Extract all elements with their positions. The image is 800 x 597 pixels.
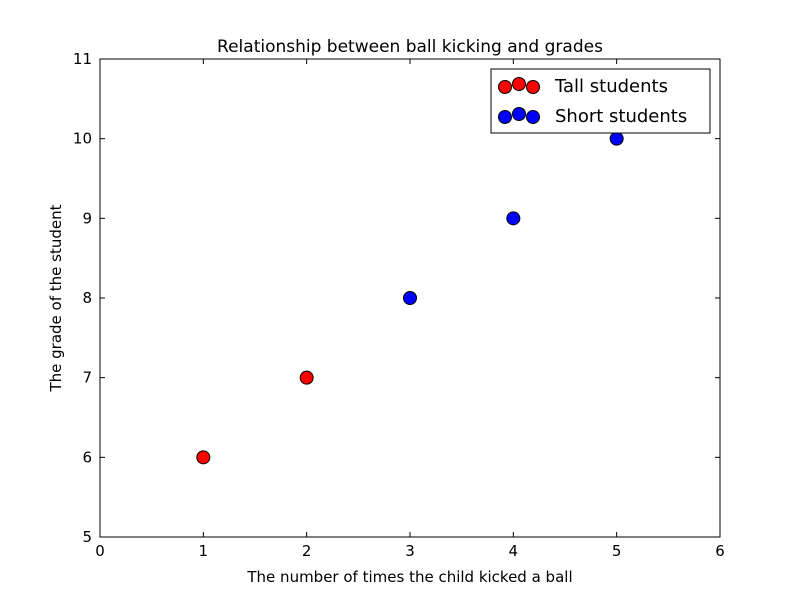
x-tick-label: 4 — [509, 542, 519, 560]
x-tick-label: 5 — [612, 542, 622, 560]
plot-area: 0 1 2 3 4 5 6 5 6 7 8 9 10 11 Tall students Short stude… — [73, 50, 725, 560]
legend: Tall students Short students — [490, 68, 711, 134]
legend-marker — [512, 107, 526, 121]
legend-marker — [498, 80, 512, 94]
x-axis-label: The number of times the child kicked a b… — [246, 568, 572, 586]
data-point-short — [506, 211, 521, 226]
y-tick-label: 10 — [73, 130, 92, 148]
chart-title: Relationship between ball kicking and gr… — [217, 37, 603, 57]
data-point-short — [403, 291, 417, 305]
legend-label: Short students — [555, 106, 687, 127]
legend-marker — [498, 110, 512, 124]
x-tick-label: 1 — [199, 542, 209, 560]
x-tick-label: 2 — [302, 542, 312, 560]
legend-entry-tall: Tall students — [498, 76, 668, 97]
x-tick-label: 6 — [715, 542, 725, 560]
y-tick-label: 7 — [82, 369, 92, 387]
legend-box — [490, 68, 711, 134]
x-tick-label: 0 — [95, 542, 105, 560]
x-tick-label: 3 — [405, 542, 415, 560]
legend-marker — [526, 80, 540, 94]
y-tick-label: 6 — [82, 448, 92, 466]
legend-entry-short: Short students — [498, 106, 687, 127]
legend-label: Tall students — [554, 76, 668, 97]
data-point-short — [609, 131, 624, 146]
data-point-tall — [196, 450, 211, 465]
y-axis-label: The grade of the student — [47, 204, 65, 392]
data-point-tall — [299, 370, 314, 385]
y-tick-label: 11 — [73, 50, 92, 68]
y-tick-label: 9 — [82, 209, 92, 227]
legend-marker — [512, 77, 526, 91]
y-tick-label: 8 — [82, 289, 92, 307]
legend-marker — [526, 110, 540, 124]
y-tick-label: 5 — [82, 528, 92, 546]
